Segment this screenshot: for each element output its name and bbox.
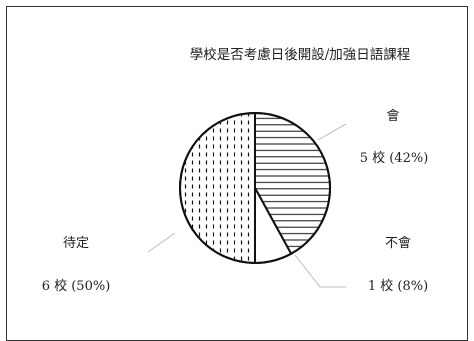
leader-line-undecided <box>147 232 176 253</box>
slice-label-yes: 會 <box>386 109 399 124</box>
slice-label-no: 不會 <box>385 236 411 251</box>
leader-line-no <box>294 254 346 288</box>
slice-value-yes: 5 校 (42%) <box>360 150 429 166</box>
pie-slice-undecided <box>179 111 256 265</box>
slice-label-undecided: 待定 <box>63 236 89 251</box>
slice-value-no: 1 校 (8%) <box>368 278 428 294</box>
pie-outline <box>179 112 331 264</box>
chart-title: 學校是否考慮日後開設/加強日語課程 <box>190 46 411 63</box>
leader-line-yes <box>317 123 347 141</box>
slice-value-undecided: 6 校 (50%) <box>42 278 111 294</box>
